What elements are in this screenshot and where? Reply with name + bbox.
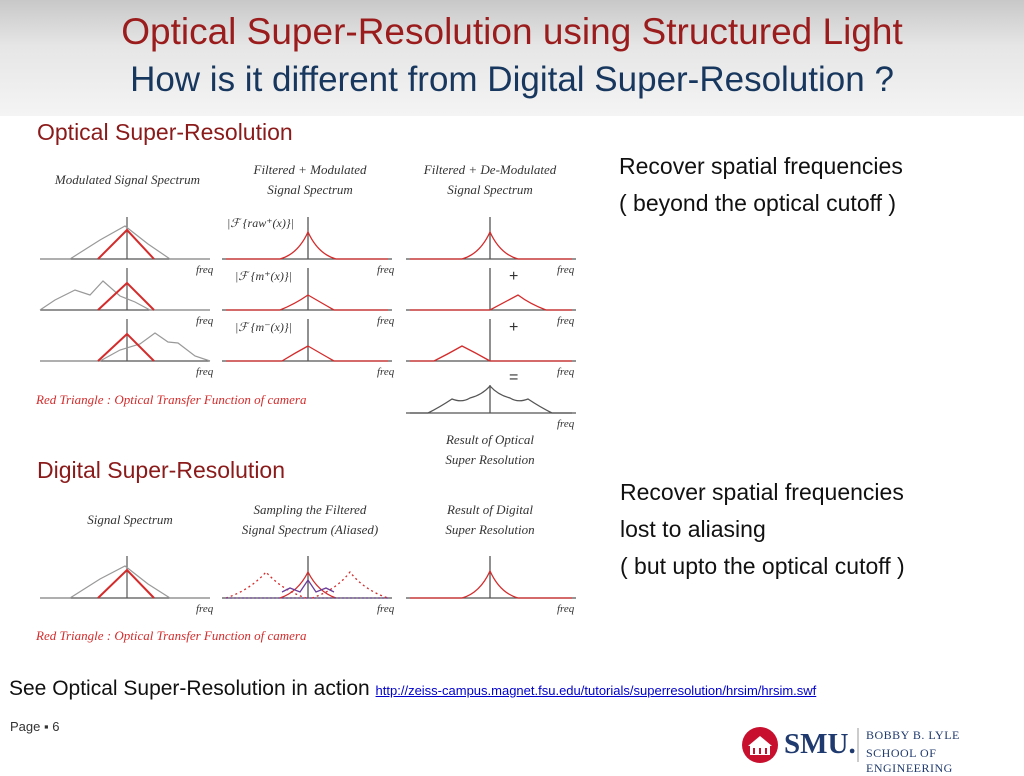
freq-label: freq	[557, 366, 575, 378]
digital-col2-caption: Sampling the Filtered Signal Spectrum (A…	[210, 500, 410, 540]
optical-col2-caption-line1: Filtered + Modulated	[253, 162, 367, 177]
optical-col1-caption: Modulated Signal Spectrum	[54, 172, 201, 187]
digital-col3-caption-line2: Super Resolution	[445, 522, 535, 537]
spectrum-plot-optical-r1c1	[40, 217, 210, 260]
freq-label: freq	[557, 603, 575, 615]
optical-note-line2: ( beyond the optical cutoff )	[619, 190, 897, 216]
footer-text: See Optical Super-Resolution in action	[9, 677, 370, 700]
freq-label: freq	[196, 315, 214, 327]
spectrum-plot-optical-r3c2	[222, 319, 392, 362]
freq-label: freq	[377, 603, 395, 615]
freq-label: freq	[196, 603, 214, 615]
footer-line: See Optical Super-Resolution in action h…	[9, 677, 816, 701]
spectrum-plot-digital-c2	[222, 556, 392, 599]
spectrum-plot-optical-r3c3	[406, 319, 576, 362]
digital-col3-caption: Result of Digital Super Resolution	[410, 500, 570, 540]
label-mminus-spectrum: |ℱ {m⁻(x)}|	[235, 320, 292, 334]
freq-label: freq	[377, 366, 395, 378]
digital-col3-caption-line1: Result of Digital	[447, 502, 533, 517]
optical-result-caption-line2: Super Resolution	[445, 452, 535, 467]
label-raw-spectrum: |ℱ {raw⁺(x)}|	[227, 216, 294, 230]
title-bar: Optical Super-Resolution using Structure…	[0, 0, 1024, 116]
spectrum-plot-optical-r3c1	[40, 319, 211, 362]
freq-label: freq	[557, 264, 575, 276]
smu-wordmark: SMU.	[784, 728, 856, 760]
smu-logo: SMU. BOBBY B. LYLE SCHOOL OF ENGINEERING	[740, 722, 1020, 775]
freq-label: freq	[196, 366, 214, 378]
optical-col3-caption-line2: Signal Spectrum	[447, 182, 533, 197]
digital-otf-caption: Red Triangle : Optical Transfer Function…	[36, 628, 307, 643]
digital-note: Recover spatial frequencies lost to alia…	[620, 474, 905, 585]
digital-heading: Digital Super-Resolution	[37, 457, 286, 483]
optical-heading: Optical Super-Resolution	[37, 119, 293, 145]
equals-operator: =	[509, 369, 519, 386]
optical-result-caption: Result of Optical Super Resolution	[410, 430, 570, 470]
spectrum-plot-optical-r2c2	[222, 268, 392, 311]
spectrum-plot-optical-r2c1	[39, 268, 210, 311]
freq-label: freq	[557, 315, 575, 327]
digital-note-line3: ( but upto the optical cutoff )	[620, 553, 905, 579]
optical-col3-caption-line1: Filtered + De-Modulated	[423, 162, 557, 177]
spectrum-plot-digital-c3	[406, 556, 576, 599]
digital-note-line2: lost to aliasing	[620, 516, 766, 542]
school-name-line1: BOBBY B. LYLE	[866, 728, 960, 742]
plus-operator: +	[509, 319, 519, 336]
spectrum-plot-digital-c1	[40, 556, 210, 599]
slide-title: Optical Super-Resolution using Structure…	[121, 11, 903, 52]
school-name-line2: SCHOOL OF ENGINEERING	[866, 746, 953, 775]
spectrum-plot-optical-r1c2	[222, 217, 392, 260]
plus-operator: +	[509, 268, 519, 285]
freq-label: freq	[377, 264, 395, 276]
digital-col2-caption-line1: Sampling the Filtered	[253, 502, 367, 517]
freq-label: freq	[557, 418, 575, 430]
optical-col2-caption: Filtered + Modulated Signal Spectrum	[210, 160, 410, 200]
optical-note-line1: Recover spatial frequencies	[619, 153, 903, 179]
digital-col1-caption: Signal Spectrum	[87, 512, 173, 527]
optical-col3-caption: Filtered + De-Modulated Signal Spectrum	[395, 160, 585, 200]
spectrum-plot-optical-r1c3	[406, 217, 576, 260]
freq-label: freq	[377, 315, 395, 327]
freq-label: freq	[196, 264, 214, 276]
optical-result-caption-line1: Result of Optical	[445, 432, 535, 447]
digital-note-line1: Recover spatial frequencies	[620, 479, 904, 505]
page-number: Page ▪ 6	[10, 719, 60, 734]
spectrum-plot-optical-r2c3	[406, 268, 576, 311]
label-mplus-spectrum: |ℱ {m⁺(x)}|	[235, 269, 292, 283]
optical-col2-caption-line2: Signal Spectrum	[267, 182, 353, 197]
optical-note: Recover spatial frequencies ( beyond the…	[619, 148, 903, 222]
slide-subtitle: How is it different from Digital Super-R…	[130, 60, 894, 99]
demo-link[interactable]: http://zeiss-campus.magnet.fsu.edu/tutor…	[375, 683, 817, 698]
optical-otf-caption: Red Triangle : Optical Transfer Function…	[36, 392, 307, 407]
spectrum-plot-optical-result	[406, 385, 576, 414]
digital-col2-caption-line2: Signal Spectrum (Aliased)	[241, 522, 379, 537]
smu-seal-icon	[742, 727, 859, 763]
